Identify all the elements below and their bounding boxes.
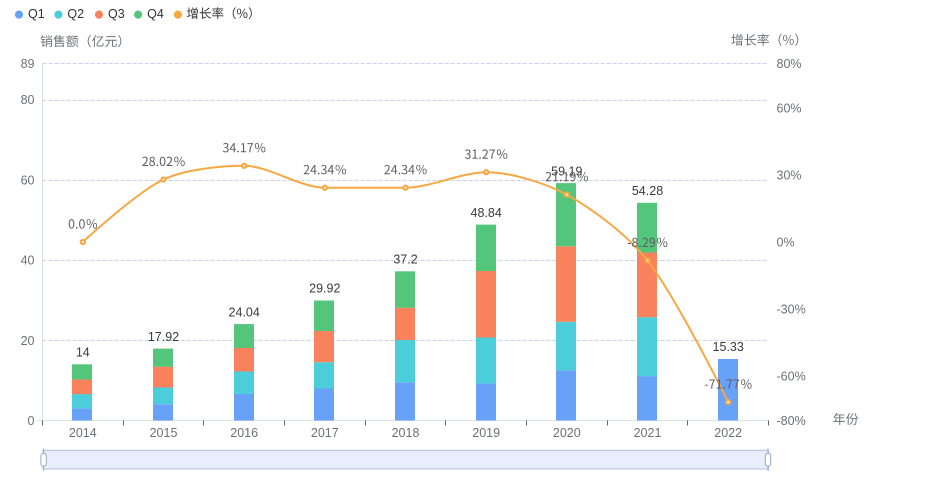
svg-text:30%: 30% — [777, 169, 802, 183]
svg-text:2016: 2016 — [230, 426, 258, 440]
svg-text:54.28: 54.28 — [632, 184, 663, 198]
svg-text:Q3: Q3 — [108, 7, 125, 21]
svg-text:80: 80 — [21, 93, 35, 107]
svg-text:15.33: 15.33 — [713, 340, 744, 354]
svg-text:89: 89 — [21, 57, 35, 71]
svg-text:48.84: 48.84 — [471, 206, 502, 220]
svg-text:2015: 2015 — [150, 426, 178, 440]
svg-text:37.2: 37.2 — [393, 253, 417, 267]
svg-text:-80%: -80% — [777, 414, 806, 428]
svg-text:0: 0 — [28, 414, 35, 428]
svg-text:2014: 2014 — [69, 426, 97, 440]
svg-text:60%: 60% — [777, 102, 802, 116]
svg-text:29.92: 29.92 — [309, 282, 340, 296]
svg-text:0%: 0% — [777, 236, 795, 250]
svg-text:2018: 2018 — [392, 426, 420, 440]
svg-text:2022: 2022 — [714, 426, 742, 440]
svg-text:Q1: Q1 — [28, 7, 45, 21]
svg-text:40: 40 — [21, 254, 35, 268]
svg-text:2017: 2017 — [311, 426, 339, 440]
svg-text:14: 14 — [76, 346, 90, 360]
svg-text:2020: 2020 — [553, 426, 581, 440]
svg-text:2021: 2021 — [634, 426, 662, 440]
svg-text:2019: 2019 — [472, 426, 500, 440]
svg-text:Q2: Q2 — [67, 7, 84, 21]
svg-text:Q4: Q4 — [147, 7, 164, 21]
svg-text:80%: 80% — [777, 57, 802, 71]
svg-text:20: 20 — [21, 334, 35, 348]
svg-text:17.92: 17.92 — [148, 330, 179, 344]
svg-text:-30%: -30% — [777, 302, 806, 316]
svg-text:-60%: -60% — [777, 369, 806, 383]
svg-text:60: 60 — [21, 173, 35, 187]
svg-text:24.04: 24.04 — [229, 305, 260, 319]
